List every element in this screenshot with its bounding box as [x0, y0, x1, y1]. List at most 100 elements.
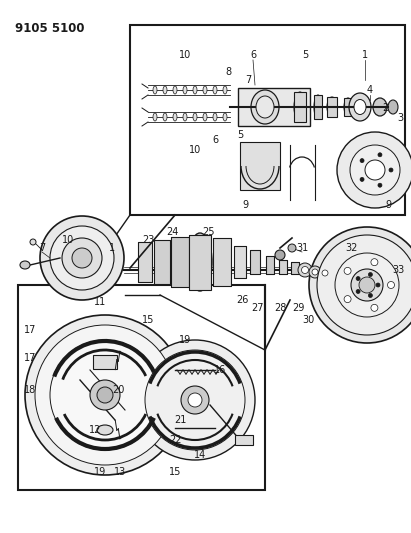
- Ellipse shape: [188, 233, 212, 291]
- Circle shape: [378, 183, 382, 187]
- Ellipse shape: [20, 261, 30, 269]
- Circle shape: [360, 177, 364, 181]
- Ellipse shape: [388, 100, 398, 114]
- Ellipse shape: [294, 92, 306, 122]
- Circle shape: [317, 235, 411, 335]
- Ellipse shape: [203, 113, 207, 121]
- Ellipse shape: [327, 97, 337, 117]
- Circle shape: [351, 269, 383, 301]
- Text: 19: 19: [94, 467, 106, 477]
- Text: 10: 10: [179, 50, 191, 60]
- Ellipse shape: [97, 425, 113, 435]
- Text: 10: 10: [62, 235, 74, 245]
- Circle shape: [350, 145, 400, 195]
- Bar: [266, 256, 274, 274]
- Bar: [327, 97, 337, 117]
- Text: 2: 2: [382, 103, 388, 113]
- Ellipse shape: [213, 86, 217, 94]
- Ellipse shape: [314, 95, 322, 119]
- Bar: [279, 260, 287, 274]
- Bar: [93, 355, 117, 369]
- Circle shape: [365, 160, 385, 180]
- Ellipse shape: [183, 113, 187, 121]
- Circle shape: [97, 387, 113, 403]
- Text: 13: 13: [114, 467, 126, 477]
- Circle shape: [389, 168, 393, 172]
- Circle shape: [50, 340, 160, 450]
- Circle shape: [371, 259, 378, 265]
- Ellipse shape: [203, 86, 207, 94]
- Circle shape: [275, 250, 285, 260]
- Circle shape: [371, 304, 378, 311]
- Circle shape: [319, 267, 331, 279]
- Circle shape: [298, 263, 312, 277]
- Text: 14: 14: [194, 450, 206, 460]
- Ellipse shape: [153, 113, 157, 121]
- Ellipse shape: [354, 100, 366, 115]
- Circle shape: [72, 248, 92, 268]
- Ellipse shape: [173, 86, 177, 94]
- Text: 6: 6: [250, 50, 256, 60]
- Text: 23: 23: [142, 235, 154, 245]
- Text: 24: 24: [166, 227, 178, 237]
- Bar: [213, 238, 231, 286]
- Bar: [238, 88, 310, 126]
- Circle shape: [50, 226, 114, 290]
- Text: 1: 1: [109, 243, 115, 253]
- Circle shape: [388, 281, 395, 288]
- Ellipse shape: [251, 90, 279, 124]
- Bar: [138, 242, 152, 282]
- Bar: [171, 237, 189, 287]
- Bar: [18, 285, 265, 490]
- Text: 18: 18: [24, 385, 36, 395]
- Ellipse shape: [349, 93, 371, 121]
- Text: 3: 3: [397, 113, 403, 123]
- Text: 10: 10: [189, 145, 201, 155]
- Circle shape: [368, 272, 372, 277]
- Text: 9: 9: [242, 200, 248, 210]
- Bar: [154, 240, 170, 284]
- Text: 25: 25: [202, 227, 214, 237]
- Bar: [234, 246, 246, 278]
- Ellipse shape: [213, 113, 217, 121]
- Circle shape: [376, 283, 380, 287]
- Circle shape: [288, 244, 296, 252]
- Circle shape: [62, 238, 102, 278]
- Circle shape: [356, 289, 360, 294]
- Text: 21: 21: [174, 415, 186, 425]
- Circle shape: [312, 269, 318, 275]
- Text: 7: 7: [39, 243, 45, 253]
- Bar: [344, 98, 352, 116]
- Ellipse shape: [163, 113, 167, 121]
- Text: 15: 15: [169, 467, 181, 477]
- Text: 15: 15: [142, 315, 154, 325]
- Text: 5: 5: [237, 130, 243, 140]
- Bar: [291, 262, 299, 274]
- Ellipse shape: [373, 98, 387, 116]
- Circle shape: [335, 253, 399, 317]
- Bar: [130, 25, 405, 215]
- Text: 5: 5: [302, 50, 308, 60]
- Bar: [250, 250, 260, 274]
- Text: 11: 11: [94, 297, 106, 307]
- Text: 22: 22: [169, 435, 181, 445]
- Ellipse shape: [183, 86, 187, 94]
- Text: 7: 7: [245, 75, 251, 85]
- Bar: [314, 95, 322, 119]
- Ellipse shape: [193, 86, 197, 94]
- Text: 16: 16: [214, 365, 226, 375]
- Circle shape: [302, 266, 309, 273]
- Circle shape: [309, 227, 411, 343]
- Bar: [294, 92, 306, 122]
- Circle shape: [322, 270, 328, 276]
- Ellipse shape: [344, 98, 352, 116]
- Circle shape: [145, 350, 245, 450]
- Circle shape: [360, 159, 364, 163]
- Ellipse shape: [153, 86, 157, 94]
- Polygon shape: [240, 142, 280, 190]
- Text: 6: 6: [212, 135, 218, 145]
- Circle shape: [344, 296, 351, 303]
- Circle shape: [368, 294, 372, 297]
- Text: 27: 27: [252, 303, 264, 313]
- Bar: [235, 435, 253, 445]
